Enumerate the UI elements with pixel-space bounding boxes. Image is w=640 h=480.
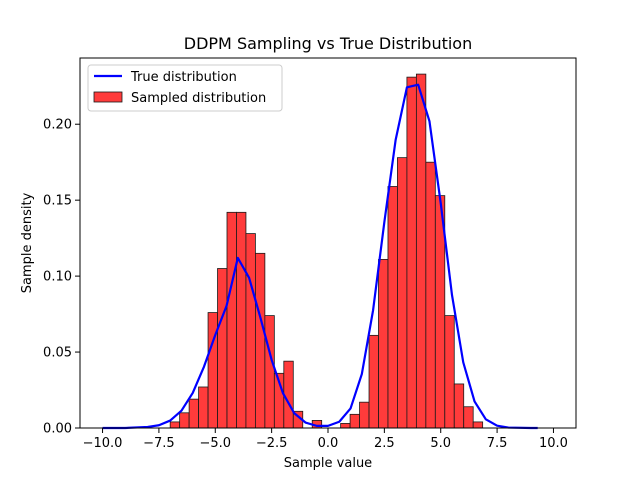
y-tick-label-4: 0.20 — [43, 118, 72, 133]
histogram-bar-22 — [378, 258, 389, 429]
histogram-bar-8 — [245, 233, 256, 429]
histogram-bar-0 — [169, 421, 181, 429]
y-tick-label-2: 0.10 — [43, 270, 72, 285]
x-axis-label: Sample value — [284, 456, 372, 471]
y-tick-label-0: 0.00 — [43, 422, 72, 437]
legend-patch-swatch — [93, 91, 123, 103]
x-tick-label-7: 7.5 — [487, 436, 508, 451]
histogram-bar-26 — [415, 73, 427, 429]
histogram-bar-29 — [444, 315, 455, 429]
histogram-bar-32 — [472, 421, 484, 429]
histogram-bar-31 — [463, 406, 474, 429]
histogram-bar-21 — [368, 334, 379, 429]
y-axis: 0.00 0.05 0.10 0.15 0.20 — [43, 118, 80, 437]
y-tick-label-1: 0.05 — [43, 346, 72, 361]
x-axis: −10.0 −7.5 −5.0 −2.5 0.0 2.5 5.0 7.5 10.0 — [83, 428, 568, 451]
histogram-bar-19 — [349, 413, 360, 429]
x-tick-label-3: −2.5 — [256, 436, 288, 451]
histogram-bar-27 — [425, 161, 436, 429]
histogram-bar-24 — [397, 157, 408, 429]
x-tick-label-4: 0.0 — [318, 436, 339, 451]
y-tick-label-3: 0.15 — [43, 194, 72, 209]
histogram-bar-18 — [340, 423, 351, 429]
legend-label-true-distribution: True distribution — [130, 70, 237, 85]
x-tick-label-5: 2.5 — [374, 436, 395, 451]
true-distribution-line — [102, 83, 538, 430]
histogram-bar-5 — [217, 268, 228, 429]
x-tick-label-1: −7.5 — [143, 436, 175, 451]
histogram-bar-1 — [179, 412, 190, 429]
histogram-bar-23 — [387, 186, 398, 429]
histogram-bar-10 — [264, 315, 275, 429]
y-axis-label: Sample density — [20, 192, 35, 293]
x-tick-label-2: −5.0 — [199, 436, 231, 451]
plot-area — [79, 57, 577, 430]
legend-label-sampled-distribution: Sampled distribution — [131, 91, 266, 106]
legend-box — [87, 64, 283, 112]
histogram-bar-6 — [226, 211, 237, 429]
plot-background — [80, 58, 576, 428]
density-curve-layer — [102, 83, 538, 430]
histogram-bar-2 — [188, 398, 199, 429]
histogram-bar-3 — [198, 386, 209, 429]
x-tick-label-8: 10.0 — [539, 436, 568, 451]
legend: True distribution Sampled distribution — [87, 64, 283, 112]
histogram-bar-9 — [254, 252, 266, 429]
histogram-bar-12 — [283, 360, 294, 429]
x-tick-label-0: −10.0 — [83, 436, 123, 451]
histogram-bar-25 — [406, 76, 417, 429]
histogram-bar-20 — [359, 401, 370, 429]
x-tick-label-6: 5.0 — [430, 436, 451, 451]
chart-title: DDPM Sampling vs True Distribution — [184, 34, 472, 53]
histogram-bar-7 — [236, 211, 247, 429]
histogram-bar-30 — [453, 383, 465, 429]
